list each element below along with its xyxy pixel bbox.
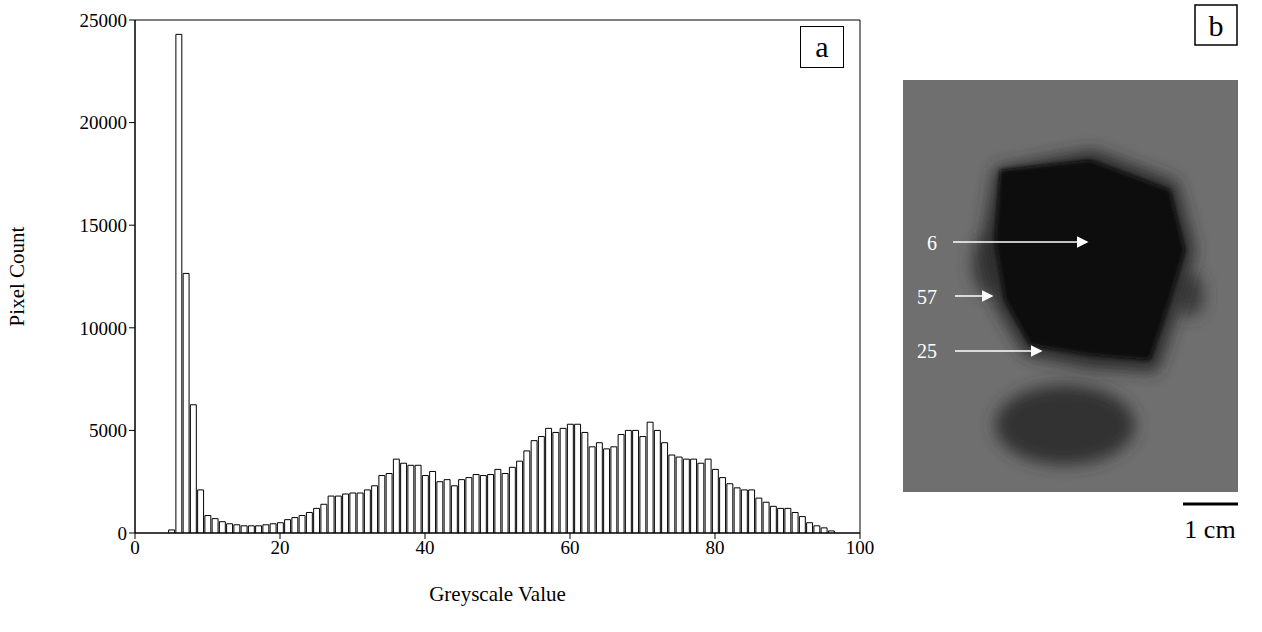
svg-text:6: 6 <box>927 232 937 254</box>
svg-text:5000: 5000 <box>89 420 127 441</box>
svg-text:20000: 20000 <box>80 112 128 133</box>
svg-text:25000: 25000 <box>80 10 128 31</box>
svg-text:40: 40 <box>416 537 435 558</box>
svg-text:b: b <box>1209 9 1224 42</box>
svg-text:57: 57 <box>917 286 937 308</box>
svg-text:10000: 10000 <box>80 318 128 339</box>
html-text:a: a <box>815 30 829 63</box>
svg-text:20: 20 <box>271 537 290 558</box>
svg-text:60: 60 <box>561 537 580 558</box>
svg-text:80: 80 <box>706 537 725 558</box>
svg-text:25: 25 <box>917 340 937 362</box>
svg-text:0: 0 <box>130 537 140 558</box>
svg-text:1 cm: 1 cm <box>1184 515 1235 544</box>
svg-text:Pixel Count: Pixel Count <box>5 226 29 326</box>
svg-text:Greyscale Value: Greyscale Value <box>429 582 566 606</box>
svg-text:15000: 15000 <box>80 215 128 236</box>
svg-text:100: 100 <box>846 537 875 558</box>
svg-text:0: 0 <box>118 523 128 544</box>
